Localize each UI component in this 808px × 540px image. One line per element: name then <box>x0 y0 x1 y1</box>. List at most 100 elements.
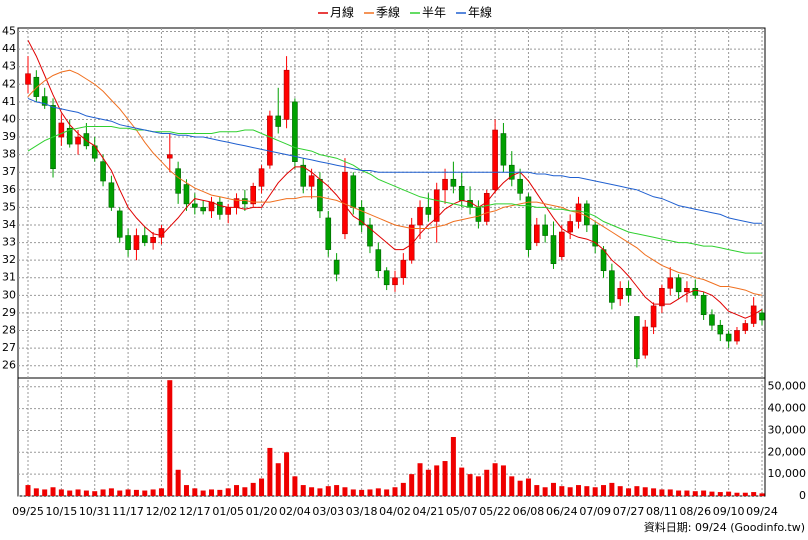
footer: 資料日期: 09/24 (Goodinfo.tw) <box>644 520 805 534</box>
volume-bar <box>601 485 607 496</box>
volume-bar <box>175 469 181 496</box>
candle-body <box>392 277 398 286</box>
volume-bar <box>492 463 498 496</box>
y-tick-label: 31 <box>2 271 16 284</box>
candle-body <box>550 235 557 264</box>
volume-bar <box>242 487 248 496</box>
candle-body <box>734 330 740 342</box>
y-tick-label: 29 <box>2 306 16 319</box>
volume-bar <box>150 489 156 496</box>
candle-body <box>150 236 156 243</box>
volume-bar <box>292 476 298 496</box>
x-tick-label: 05/07 <box>446 505 478 518</box>
candle-body <box>450 178 457 187</box>
legend-label: 季線 <box>376 5 400 20</box>
volume-bar <box>33 488 39 496</box>
candle-body <box>609 270 615 303</box>
candle-body <box>567 221 573 233</box>
candle-body <box>317 178 323 212</box>
volume-bar <box>726 491 732 496</box>
volume-bar <box>192 488 198 496</box>
volume-bar <box>759 493 765 496</box>
volume-bar <box>133 489 139 496</box>
volume-bar <box>434 465 440 496</box>
candle-body <box>358 207 365 226</box>
volume-bar <box>58 489 64 496</box>
y-tick-label: 36 <box>2 183 16 196</box>
volume-bar <box>709 491 715 496</box>
candle-body <box>625 288 632 296</box>
volume-bar <box>584 486 590 496</box>
candle-body <box>667 277 674 289</box>
volume-bar <box>267 447 273 496</box>
candle-body <box>133 235 140 250</box>
candle-body <box>692 288 699 296</box>
ma-line <box>27 97 762 224</box>
volume-bar <box>300 485 306 496</box>
volume-bar <box>334 485 340 496</box>
candle-body <box>333 259 340 275</box>
y2-tick-label: 20,000 <box>768 445 807 458</box>
y-tick-label: 30 <box>2 288 16 301</box>
x-tick-label: 12/02 <box>146 505 178 518</box>
candle-body <box>175 168 181 194</box>
candle-body <box>725 333 732 342</box>
x-tick-label: 02/04 <box>279 505 311 518</box>
x-tick-label: 10/31 <box>79 505 111 518</box>
volume-bar <box>626 488 632 496</box>
volume-bar <box>359 489 365 496</box>
x-tick-label: 06/24 <box>546 505 578 518</box>
volume-bar <box>475 476 481 496</box>
candle-body <box>33 76 40 97</box>
volume-bar <box>183 485 189 496</box>
candle-body <box>675 277 682 293</box>
candle-body <box>483 193 490 222</box>
candle-body <box>700 295 707 315</box>
candle-body <box>408 224 415 261</box>
y-tick-label: 41 <box>2 95 16 108</box>
x-tick-label: 12/17 <box>179 505 211 518</box>
candle-body <box>600 249 607 272</box>
candle-body <box>350 175 357 208</box>
x-tick-label: 07/27 <box>613 505 645 518</box>
volume-bar <box>234 485 240 496</box>
volume-bar <box>517 480 523 496</box>
candle-body <box>442 178 448 191</box>
volume-bar <box>108 488 114 496</box>
y-tick-label: 38 <box>2 148 16 161</box>
candle-body <box>492 129 498 191</box>
x-tick-label: 06/08 <box>513 505 545 518</box>
candle-body <box>208 201 215 212</box>
volume-bar <box>701 490 707 496</box>
volume-bar <box>25 485 31 496</box>
volume-bar <box>284 452 290 496</box>
y-tick-label: 40 <box>2 112 16 125</box>
candle-body <box>433 189 440 222</box>
candle-body <box>542 224 548 236</box>
volume-bar <box>634 486 640 496</box>
x-tick-label: 10/15 <box>46 505 78 518</box>
volume-bar <box>659 489 665 496</box>
candle-body <box>300 164 307 187</box>
candle-body <box>225 207 231 215</box>
volume-bar <box>717 492 723 496</box>
candle-body <box>183 184 190 205</box>
candle-body <box>325 217 332 250</box>
volume-bar <box>467 474 473 496</box>
candle-body <box>533 224 540 243</box>
candle-body <box>108 182 115 208</box>
y-tick-label: 28 <box>2 324 16 337</box>
candle-body <box>192 203 198 208</box>
volume-bar <box>567 487 573 496</box>
candle-body <box>166 154 173 159</box>
volume-bar <box>459 467 465 496</box>
candle-body <box>650 305 657 328</box>
y-tick-label: 32 <box>2 253 16 266</box>
volume-bar <box>100 489 106 496</box>
x-tick-label: 08/11 <box>646 505 678 518</box>
volume-bar <box>67 490 73 496</box>
y2-tick-label: 10,000 <box>768 467 807 480</box>
candle-body <box>367 224 373 247</box>
volume-bar <box>542 487 548 496</box>
